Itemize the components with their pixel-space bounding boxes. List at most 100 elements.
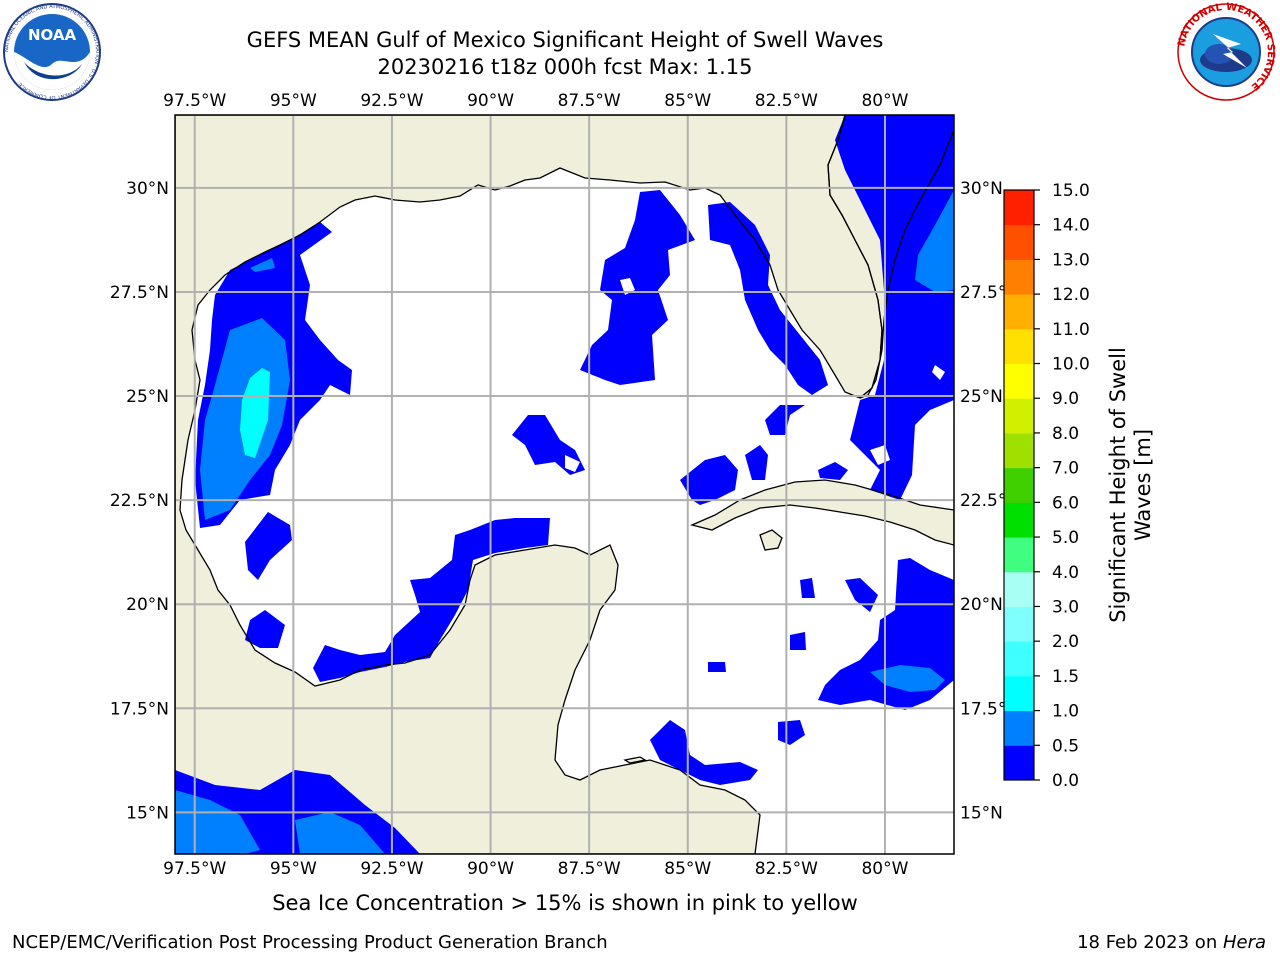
swell-region (745, 445, 768, 480)
swell-gap (620, 278, 635, 295)
colorbar-segment (1004, 675, 1034, 712)
colorbar-tick-label: 13.0 (1052, 250, 1090, 270)
colorbar-segment (1004, 571, 1034, 607)
land-north-america (175, 115, 882, 854)
lat-tick-label-left: 25°N (126, 387, 169, 407)
lon-tick-label-bottom: 97.5°W (163, 859, 226, 879)
map-area (175, 115, 954, 854)
coastline-segment (623, 756, 647, 764)
swell-region (240, 368, 270, 458)
swell-gap (932, 365, 945, 380)
swell-region (650, 720, 758, 785)
land-cuba (692, 480, 954, 545)
lat-tick-label-right: 30°N (960, 179, 1003, 199)
colorbar-tick-label: 6.0 (1052, 493, 1079, 513)
lat-tick-label-right: 25°N (960, 387, 1003, 407)
colorbar-segment (1004, 467, 1034, 503)
colorbar-frame (1003, 189, 1035, 781)
swell-region (680, 455, 738, 505)
swell-gap (565, 455, 580, 472)
lon-ticks-top: 97.5°W 95°W 92.5°W 90°W 87.5°W 85°W 82.5°W 80°W (163, 91, 908, 111)
swell-region (790, 632, 806, 650)
colorbar-tick-label: 12.0 (1052, 285, 1090, 305)
land-bay-islands (625, 757, 645, 763)
colorbar-segment (1004, 294, 1034, 330)
colorbar-tick-label: 11.0 (1052, 320, 1090, 340)
colorbar-tick-label: 0.0 (1052, 771, 1079, 791)
lat-tick-label-left: 27.5°N (110, 283, 169, 303)
swell-contours (175, 115, 954, 854)
lon-tick-label-top: 85°W (664, 91, 711, 111)
colorbar-segment (1004, 190, 1034, 226)
swell-region (765, 405, 805, 435)
lat-ticks-left: 30°N 27.5°N 25°N 22.5°N 20°N 17.5°N 15°N (110, 179, 169, 824)
colorbar-segment (1004, 398, 1034, 434)
nws-logo-icon: NATIONAL WEATHER SERVICE (1176, 2, 1276, 101)
lon-tick-label-bottom: 85°W (664, 859, 711, 879)
lat-tick-label-right: 15°N (960, 803, 1003, 823)
swell-region (245, 512, 292, 580)
lon-ticks-bottom: 97.5°W 95°W 92.5°W 90°W 87.5°W 85°W 82.5°W 80°W (163, 859, 908, 879)
swell-region (818, 462, 848, 480)
colorbar-tick-label: 4.0 (1052, 563, 1079, 583)
lon-tick-label-top: 95°W (270, 91, 317, 111)
lat-tick-label-left: 22.5°N (110, 491, 169, 511)
lat-tick-label-left: 30°N (126, 179, 169, 199)
lon-tick-label-bottom: 92.5°W (360, 859, 423, 879)
credit-left: NCEP/EMC/Verification Post Processing Pr… (12, 932, 608, 953)
lon-tick-label-bottom: 90°W (467, 859, 514, 879)
swell-region (915, 190, 954, 292)
colorbar-tick-label: 2.0 (1052, 632, 1079, 652)
swell-region (250, 258, 275, 272)
colorbar-segment (1004, 502, 1034, 538)
swell-region (245, 610, 285, 648)
swell-region (708, 202, 828, 395)
colorbar-segment (1004, 432, 1034, 469)
swell-region (778, 720, 805, 745)
colorbar-segment (1004, 224, 1034, 260)
lat-tick-label-right: 20°N (960, 595, 1003, 615)
colorbar-segment (1004, 606, 1034, 642)
lon-tick-label-bottom: 95°W (270, 859, 317, 879)
colorbar-segment (1004, 328, 1034, 365)
colorbar-tick-label: 3.0 (1052, 597, 1079, 617)
swell-region (708, 662, 726, 672)
colorbar-segment (1004, 537, 1034, 573)
credit-host: Hera (1222, 932, 1266, 953)
swell-region (175, 790, 260, 854)
colorbar-tick-label: 15.0 (1052, 181, 1090, 201)
swell-region (295, 812, 385, 854)
lon-tick-label-top: 87.5°W (558, 91, 621, 111)
coastline-segment (759, 529, 783, 551)
lon-tick-label-bottom: 87.5°W (558, 859, 621, 879)
colorbar-tick-label: 1.0 (1052, 702, 1079, 722)
lon-tick-label-top: 82.5°W (755, 91, 818, 111)
land-isle-of-youth (760, 530, 782, 550)
colorbar-label-line: Significant Height of Swell (1106, 347, 1130, 623)
colorbar-segment (1004, 745, 1034, 781)
lon-tick-label-top: 80°W (861, 91, 908, 111)
colorbar-tick-label: 10.0 (1052, 355, 1090, 375)
colorbar: 0.0 0.5 1.0 1.5 2.0 3.0 4.0 5.0 6.0 7.0 8.0 9.0 10.0… (1003, 181, 1090, 791)
lon-tick-label-top: 90°W (467, 91, 514, 111)
credit-date: 18 Feb 2023 on (1077, 932, 1223, 953)
colorbar-tick-label: 8.0 (1052, 424, 1079, 444)
chart-title: GEFS MEAN Gulf of Mexico Significant Hei… (246, 28, 884, 52)
colorbar-tick-label: 9.0 (1052, 389, 1079, 409)
lon-tick-label-top: 97.5°W (163, 91, 226, 111)
noaa-logo-text: NOAA (28, 26, 77, 44)
coastline-segment (689, 479, 954, 546)
colorbar-segment (1004, 710, 1034, 746)
lat-tick-label-left: 20°N (126, 595, 169, 615)
colorbar-tick-label: 7.0 (1052, 459, 1079, 479)
colorbar-tick-label: 5.0 (1052, 528, 1079, 548)
colorbar-label-line: Waves [m] (1131, 429, 1155, 541)
gridlines (175, 115, 954, 854)
lat-tick-label-left: 15°N (126, 803, 169, 823)
colorbar-tick-label: 0.5 (1052, 736, 1079, 756)
swell-region (835, 115, 954, 500)
lon-tick-label-bottom: 82.5°W (755, 859, 818, 879)
lat-tick-label-left: 17.5°N (110, 699, 169, 719)
lon-tick-label-bottom: 80°W (861, 859, 908, 879)
